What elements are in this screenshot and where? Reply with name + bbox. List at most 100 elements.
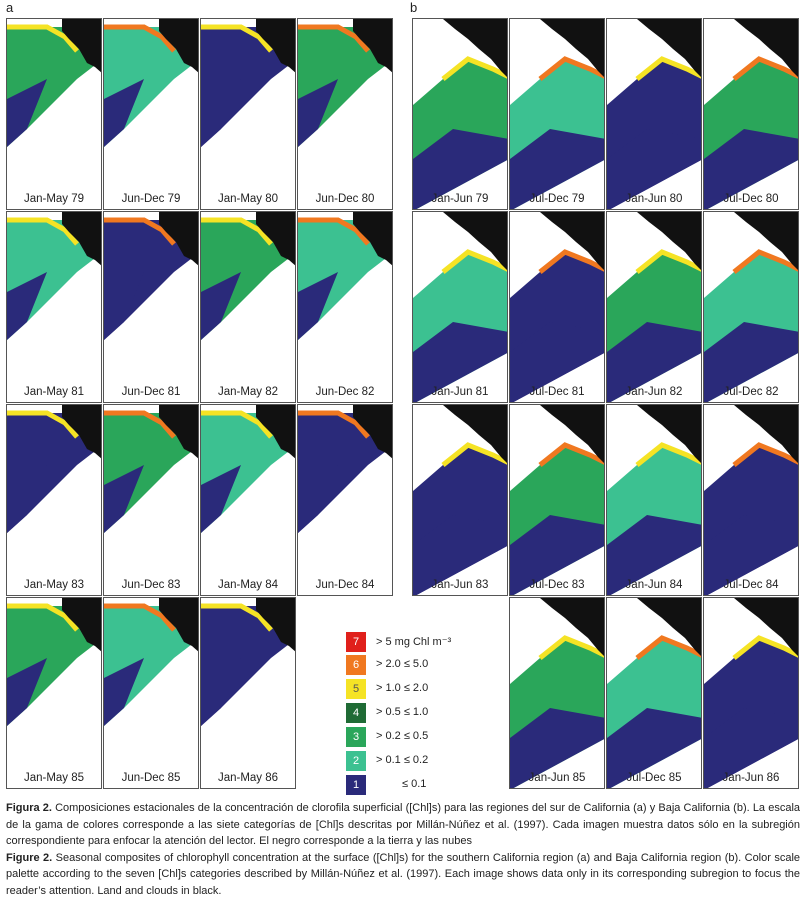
caption-english: Figure 2. Seasonal composites of chlorop… bbox=[6, 850, 800, 900]
chlorophyll-map bbox=[510, 598, 604, 788]
chlorophyll-map bbox=[704, 598, 798, 788]
map-period-label: Jan-Jun 80 bbox=[625, 193, 683, 205]
legend-swatch: 7 bbox=[346, 632, 366, 652]
map-period-label: Jul-Dec 79 bbox=[529, 193, 585, 205]
chlorophyll-map bbox=[104, 19, 198, 147]
map-tile: Jun-Dec 80 bbox=[297, 18, 393, 210]
map-period-label: Jul-Dec 82 bbox=[723, 386, 779, 398]
map-tile: Jan-May 81 bbox=[6, 211, 102, 403]
legend-item: 1 ≤ 0.1 bbox=[346, 775, 506, 795]
map-tile: Jan-May 82 bbox=[200, 211, 296, 403]
chlorophyll-map bbox=[704, 212, 798, 402]
chlorophyll-map bbox=[510, 212, 604, 402]
caption-es-text: Composiciones estacionales de la concent… bbox=[6, 802, 801, 847]
chlorophyll-map bbox=[7, 19, 101, 147]
map-period-label: Jan-Jun 79 bbox=[431, 193, 489, 205]
map-tile: Jan-Jun 80 bbox=[606, 18, 702, 210]
legend-label: > 2.0 ≤ 5.0 bbox=[376, 658, 429, 670]
panel-a-letter: a bbox=[6, 0, 14, 15]
legend-item: 2 > 0.1 ≤ 0.2 bbox=[346, 751, 506, 771]
map-tile: Jan-May 85 bbox=[6, 597, 102, 789]
map-period-label: Jan-Jun 86 bbox=[722, 772, 780, 784]
legend-item: 3 > 0.2 ≤ 0.5 bbox=[346, 727, 506, 747]
legend-label: > 5 mg Chl m⁻³ bbox=[376, 636, 452, 648]
chlorophyll-map bbox=[201, 19, 295, 147]
chlorophyll-map bbox=[510, 19, 604, 209]
chlorophyll-map bbox=[704, 405, 798, 595]
map-period-label: Jun-Dec 84 bbox=[315, 579, 375, 591]
chlorophyll-map bbox=[7, 212, 101, 340]
map-tile: Jun-Dec 85 bbox=[103, 597, 199, 789]
chlorophyll-map bbox=[607, 212, 701, 402]
map-period-label: Jun-Dec 82 bbox=[315, 386, 375, 398]
chlorophyll-map bbox=[510, 405, 604, 595]
legend-item: 5 > 1.0 ≤ 2.0 bbox=[346, 679, 506, 699]
map-tile: Jul-Dec 79 bbox=[509, 18, 605, 210]
map-period-label: Jan-May 85 bbox=[23, 772, 85, 784]
chlorophyll-map bbox=[7, 405, 101, 533]
map-tile: Jan-Jun 86 bbox=[703, 597, 799, 789]
map-tile: Jan-Jun 85 bbox=[509, 597, 605, 789]
chlorophyll-map bbox=[7, 598, 101, 726]
map-period-label: Jan-May 82 bbox=[217, 386, 279, 398]
legend-swatch: 5 bbox=[346, 679, 366, 699]
legend-swatch: 3 bbox=[346, 727, 366, 747]
map-period-label: Jan-May 84 bbox=[217, 579, 279, 591]
map-period-label: Jul-Dec 80 bbox=[723, 193, 779, 205]
map-period-label: Jun-Dec 80 bbox=[315, 193, 375, 205]
map-tile: Jan-Jun 83 bbox=[412, 404, 508, 596]
map-tile: Jan-May 86 bbox=[200, 597, 296, 789]
map-period-label: Jun-Dec 81 bbox=[121, 386, 181, 398]
caption-en-text: Seasonal composites of chlorophyll conce… bbox=[6, 851, 801, 897]
legend-item: 7 > 5 mg Chl m⁻³ bbox=[346, 632, 506, 652]
legend-label: > 0.5 ≤ 1.0 bbox=[376, 706, 429, 718]
map-tile: Jun-Dec 83 bbox=[103, 404, 199, 596]
map-period-label: Jan-Jun 82 bbox=[625, 386, 683, 398]
map-tile: Jun-Dec 81 bbox=[103, 211, 199, 403]
chlorophyll-map bbox=[413, 19, 507, 209]
chlorophyll-map bbox=[104, 405, 198, 533]
legend-swatch: 6 bbox=[346, 655, 366, 675]
map-period-label: Jul-Dec 81 bbox=[529, 386, 585, 398]
map-tile: Jun-Dec 82 bbox=[297, 211, 393, 403]
legend-label: > 0.1 ≤ 0.2 bbox=[376, 754, 429, 766]
map-period-label: Jan-May 86 bbox=[217, 772, 279, 784]
legend-item: 6 > 2.0 ≤ 5.0 bbox=[346, 655, 506, 675]
map-period-label: Jan-May 79 bbox=[23, 193, 85, 205]
chlorophyll-map bbox=[413, 405, 507, 595]
map-tile: Jul-Dec 84 bbox=[703, 404, 799, 596]
map-tile: Jan-Jun 82 bbox=[606, 211, 702, 403]
chlorophyll-map bbox=[607, 19, 701, 209]
map-period-label: Jul-Dec 83 bbox=[529, 579, 585, 591]
caption-en-label: Figure 2. bbox=[6, 851, 53, 864]
chlorophyll-map bbox=[298, 212, 392, 340]
map-tile: Jul-Dec 80 bbox=[703, 18, 799, 210]
chlorophyll-map bbox=[104, 598, 198, 726]
map-period-label: Jan-May 83 bbox=[23, 579, 85, 591]
chlorophyll-map bbox=[607, 598, 701, 788]
chlorophyll-map bbox=[104, 212, 198, 340]
chlorophyll-map bbox=[413, 212, 507, 402]
map-tile: Jul-Dec 82 bbox=[703, 211, 799, 403]
figure-caption: Figura 2. Composiciones estacionales de … bbox=[6, 800, 800, 899]
chlorophyll-map bbox=[201, 598, 295, 726]
map-tile: Jul-Dec 81 bbox=[509, 211, 605, 403]
map-period-label: Jan-Jun 83 bbox=[431, 579, 489, 591]
map-period-label: Jan-May 80 bbox=[217, 193, 279, 205]
chlorophyll-map bbox=[201, 405, 295, 533]
caption-spanish: Figura 2. Composiciones estacionales de … bbox=[6, 800, 800, 850]
map-period-label: Jul-Dec 85 bbox=[626, 772, 682, 784]
map-tile: Jan-May 79 bbox=[6, 18, 102, 210]
legend-swatch: 4 bbox=[346, 703, 366, 723]
chlorophyll-map bbox=[607, 405, 701, 595]
legend-item: 4 > 0.5 ≤ 1.0 bbox=[346, 703, 506, 723]
map-period-label: Jul-Dec 84 bbox=[723, 579, 779, 591]
map-tile: Jan-May 84 bbox=[200, 404, 296, 596]
chlorophyll-map bbox=[704, 19, 798, 209]
map-tile: Jan-May 80 bbox=[200, 18, 296, 210]
chlorophyll-map bbox=[201, 212, 295, 340]
map-tile: Jan-Jun 79 bbox=[412, 18, 508, 210]
map-tile: Jul-Dec 85 bbox=[606, 597, 702, 789]
map-tile: Jun-Dec 79 bbox=[103, 18, 199, 210]
legend-swatch: 2 bbox=[346, 751, 366, 771]
